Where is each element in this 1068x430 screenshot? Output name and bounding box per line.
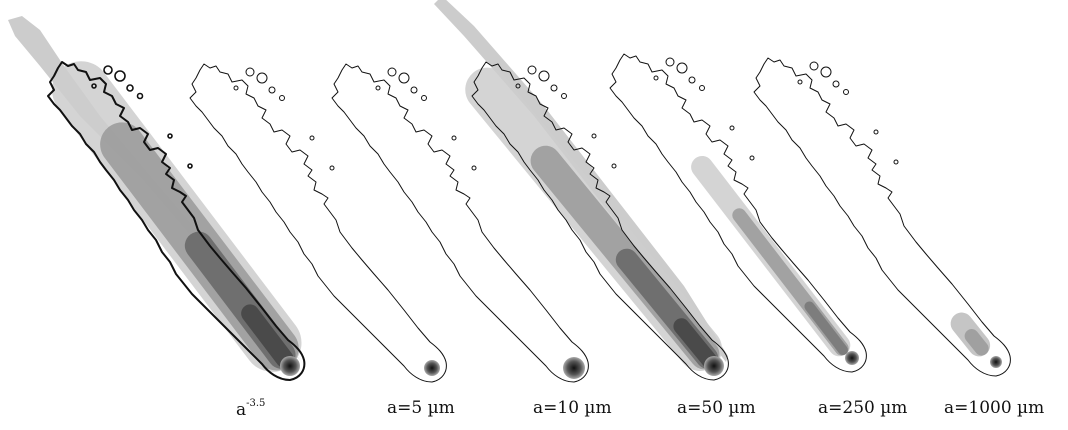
isophote-contour [471, 61, 729, 381]
nucleus [424, 360, 440, 376]
contour-island [91, 83, 97, 89]
contour-island [233, 85, 239, 91]
contour-island [538, 70, 550, 82]
contour-island [256, 72, 268, 84]
contour-island [451, 135, 457, 141]
contour-island [515, 83, 521, 89]
nucleus [704, 356, 724, 376]
nucleus [845, 351, 859, 365]
panel-a50 [434, 0, 729, 381]
panel-a10 [331, 63, 589, 383]
contour-island [279, 95, 285, 101]
panel-label-power-law-base: a [236, 400, 247, 420]
contour-island [329, 165, 335, 171]
panel-label-power-law-exponent: -3.5 [246, 398, 266, 409]
contour-island [136, 92, 144, 100]
isophote-contour [189, 63, 447, 383]
contour-island [471, 165, 477, 171]
contour-island [893, 159, 899, 165]
contour-island [873, 129, 879, 135]
contour-island [187, 163, 193, 169]
contour-island [309, 135, 315, 141]
contour-island [843, 89, 849, 95]
isophote-contour [753, 57, 1011, 377]
contour-island [749, 155, 755, 161]
contour-island [809, 61, 819, 71]
contour-island [591, 133, 597, 139]
dust-plume [241, 304, 294, 368]
contour-island [699, 85, 705, 91]
panel-power [8, 16, 306, 381]
panel-a5 [189, 63, 447, 383]
contour-island [653, 75, 659, 81]
contour-island [665, 57, 675, 67]
contour-island [114, 70, 126, 82]
contour-island [167, 133, 173, 139]
contour-island [729, 125, 735, 131]
panel-label-a5: a=5 µm [387, 398, 455, 418]
contour-island [688, 76, 696, 84]
isophote-contour [47, 61, 306, 381]
contour-island [527, 65, 537, 75]
dust-plume [964, 329, 989, 356]
contour-island [103, 65, 113, 75]
dust-plume [673, 318, 717, 368]
contour-island [268, 86, 276, 94]
contour-island [410, 86, 418, 94]
contour-island [421, 95, 427, 101]
nucleus [990, 356, 1002, 368]
nucleus [563, 357, 585, 379]
contour-island [398, 72, 410, 84]
contour-island [550, 84, 558, 92]
panel-label-a10: a=10 µm [533, 398, 612, 418]
panel-label-power-law: a-3.5 [236, 398, 265, 420]
isophote-contour [331, 63, 589, 383]
panel-a250 [609, 53, 867, 373]
panel-label-a1000: a=1000 µm [944, 398, 1045, 418]
contour-island [245, 67, 255, 77]
dust-plume [804, 301, 848, 356]
isophote-contour [609, 53, 867, 373]
contour-island [676, 62, 688, 74]
nucleus [280, 356, 300, 376]
contour-island [561, 93, 567, 99]
panel-label-a250: a=250 µm [818, 398, 908, 418]
contour-island [387, 67, 397, 77]
contour-island [611, 163, 617, 169]
contour-island [797, 79, 803, 85]
contour-island [126, 84, 134, 92]
panel-a1000 [753, 57, 1011, 377]
contour-island [832, 80, 840, 88]
contour-island [375, 85, 381, 91]
contour-island [820, 66, 832, 78]
panel-label-a50: a=50 µm [677, 398, 756, 418]
